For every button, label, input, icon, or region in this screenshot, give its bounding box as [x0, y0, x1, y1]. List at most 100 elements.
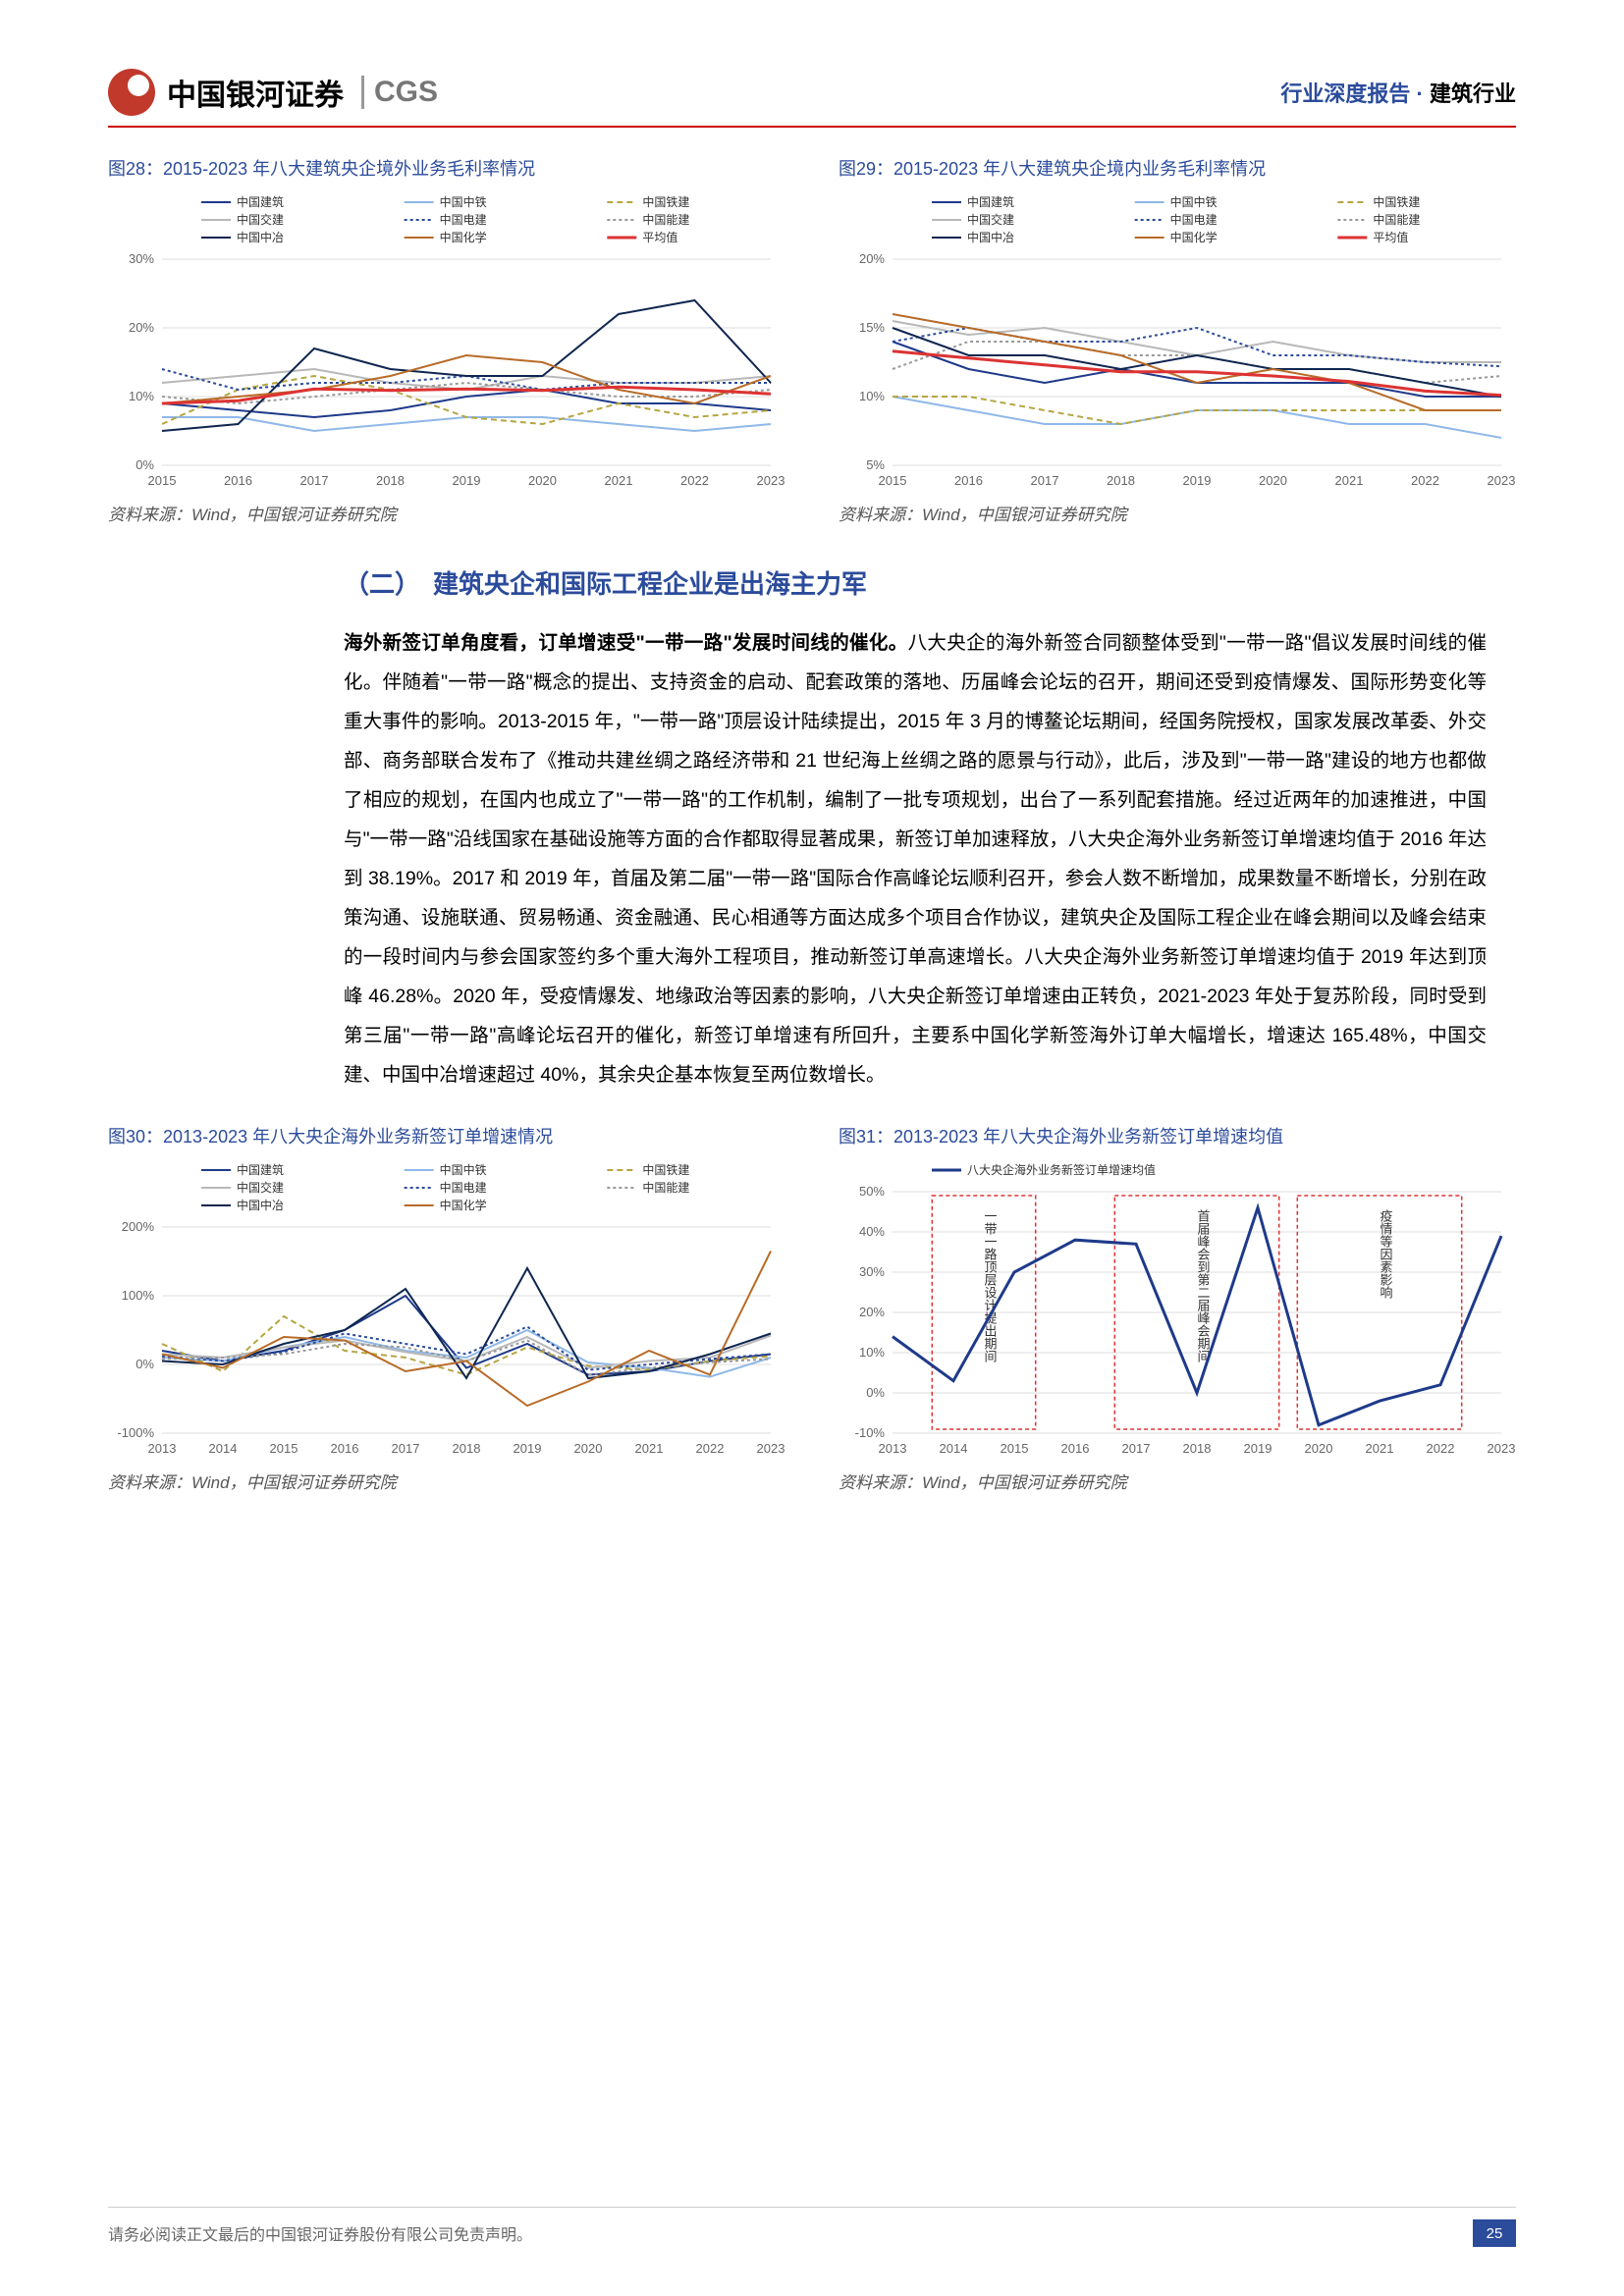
chart-28-title: 图28：2015-2023 年八大建筑央企境外业务毛利率情况: [108, 155, 785, 181]
svg-text:2019: 2019: [514, 1441, 542, 1456]
svg-text:中国能建: 中国能建: [642, 212, 689, 227]
logo-block: 中国银河证券 CGS: [108, 69, 438, 116]
svg-text:2014: 2014: [940, 1441, 968, 1456]
svg-text:10%: 10%: [859, 389, 885, 403]
svg-text:中国电建: 中国电建: [440, 212, 487, 227]
svg-text:中国能建: 中国能建: [642, 1180, 689, 1195]
svg-text:2015: 2015: [879, 473, 907, 488]
svg-text:20%: 20%: [859, 1305, 885, 1319]
svg-text:中国铁建: 中国铁建: [642, 194, 689, 209]
svg-text:2019: 2019: [1244, 1441, 1272, 1456]
svg-text:2013: 2013: [879, 1441, 907, 1456]
svg-text:-100%: -100%: [117, 1425, 154, 1440]
svg-text:0%: 0%: [135, 457, 154, 472]
svg-text:2017: 2017: [1122, 1441, 1151, 1456]
svg-text:2021: 2021: [605, 473, 633, 488]
svg-text:2018: 2018: [376, 473, 405, 488]
page-footer: 请务必阅读正文最后的中国银河证券股份有限公司免责声明。 25: [108, 2219, 1516, 2247]
svg-text:2015: 2015: [270, 1441, 298, 1456]
chart-29-title: 图29：2015-2023 年八大建筑央企境内业务毛利率情况: [839, 155, 1516, 181]
svg-text:2023: 2023: [757, 473, 785, 488]
svg-text:一带一路顶层设计提出期间: 一带一路顶层设计提出期间: [983, 1209, 998, 1362]
svg-text:2014: 2014: [209, 1441, 238, 1456]
chart-30: -100%0%100%200%2013201420152016201720182…: [108, 1156, 785, 1461]
svg-text:2015: 2015: [1001, 1441, 1029, 1456]
chart-29-panel: 图29：2015-2023 年八大建筑央企境内业务毛利率情况 5%10%15%2…: [839, 155, 1516, 525]
svg-text:中国交建: 中国交建: [967, 212, 1014, 227]
chart-30-source: 资料来源：Wind，中国银河证券研究院: [108, 1468, 785, 1493]
svg-text:中国交建: 中国交建: [237, 1180, 284, 1195]
svg-text:20%: 20%: [859, 251, 885, 266]
svg-text:10%: 10%: [859, 1345, 885, 1360]
svg-text:2016: 2016: [331, 1441, 359, 1456]
svg-text:2015: 2015: [148, 473, 177, 488]
svg-text:2023: 2023: [1488, 1441, 1516, 1456]
report-sector: 建筑行业: [1430, 81, 1516, 106]
svg-text:中国化学: 中国化学: [1170, 230, 1218, 244]
company-name-cn: 中国银河证券: [167, 71, 344, 114]
svg-text:-10%: -10%: [855, 1425, 886, 1440]
svg-text:2020: 2020: [574, 1441, 603, 1456]
svg-text:20%: 20%: [129, 320, 154, 335]
svg-text:2018: 2018: [1107, 473, 1135, 488]
svg-text:中国能建: 中国能建: [1373, 212, 1420, 227]
svg-text:中国电建: 中国电建: [1170, 212, 1218, 227]
svg-text:15%: 15%: [859, 320, 885, 335]
body-rest: 八大央企的海外新签合同额整体受到"一带一路"倡议发展时间线的催化。伴随着"一带一…: [344, 632, 1487, 1086]
chart-30-panel: 图30：2013-2023 年八大央企海外业务新签订单增速情况 -100% 0% 1…: [108, 1123, 785, 1493]
svg-text:中国中冶: 中国中冶: [237, 1198, 284, 1212]
svg-text:中国铁建: 中国铁建: [642, 1162, 689, 1177]
svg-text:平均值: 平均值: [642, 230, 677, 244]
svg-text:首届峰会到第二届峰会期间: 首届峰会到第二届峰会期间: [1196, 1209, 1211, 1362]
svg-text:2018: 2018: [453, 1441, 481, 1456]
svg-text:2016: 2016: [224, 473, 252, 488]
svg-text:40%: 40%: [859, 1224, 885, 1239]
chart-28-source: 资料来源：Wind，中国银河证券研究院: [108, 501, 785, 525]
body-lead: 海外新签订单角度看，订单增速受"一带一路"发展时间线的催化。: [344, 632, 908, 654]
svg-text:中国中铁: 中国中铁: [1170, 194, 1218, 209]
svg-text:30%: 30%: [129, 251, 154, 266]
svg-text:50%: 50%: [859, 1184, 885, 1199]
svg-text:2021: 2021: [1366, 1441, 1394, 1456]
svg-text:100%: 100%: [122, 1288, 155, 1303]
chart-29: 5%10%15%20%20152016201720182019202020212…: [839, 188, 1516, 493]
svg-text:中国建筑: 中国建筑: [967, 194, 1014, 209]
svg-text:疫情等因素影响: 疫情等因素影响: [1379, 1208, 1393, 1299]
svg-text:中国电建: 中国电建: [440, 1180, 487, 1195]
svg-text:2017: 2017: [1031, 473, 1059, 488]
svg-text:2019: 2019: [453, 473, 481, 488]
svg-text:2016: 2016: [1061, 1441, 1090, 1456]
svg-text:2020: 2020: [1259, 473, 1287, 488]
svg-text:2022: 2022: [696, 1441, 725, 1456]
svg-text:2020: 2020: [1305, 1441, 1333, 1456]
svg-text:中国铁建: 中国铁建: [1373, 194, 1420, 209]
svg-text:2022: 2022: [1427, 1441, 1455, 1456]
svg-text:2013: 2013: [148, 1441, 177, 1456]
svg-text:2019: 2019: [1183, 473, 1212, 488]
svg-text:中国建筑: 中国建筑: [237, 1162, 284, 1177]
chart-28-panel: 图28：2015-2023 年八大建筑央企境外业务毛利率情况 0% 10% 20% 3…: [108, 155, 785, 525]
chart-31-source: 资料来源：Wind，中国银河证券研究院: [839, 1468, 1516, 1493]
svg-text:30%: 30%: [859, 1264, 885, 1279]
svg-text:200%: 200%: [122, 1219, 155, 1234]
footer-disclaimer: 请务必阅读正文最后的中国银河证券股份有限公司免责声明。: [108, 2221, 532, 2245]
svg-text:中国中冶: 中国中冶: [967, 230, 1014, 244]
chart-31: -10% 0% 10% 20% 30% 40% 50% 2013 2014 2015 2016 201…: [839, 1156, 1516, 1461]
svg-text:2016: 2016: [954, 473, 983, 488]
section-heading: （二） 建筑央企和国际工程企业是出海主力军: [344, 564, 1516, 601]
svg-text:中国中铁: 中国中铁: [440, 194, 487, 209]
footer-rule: [108, 2207, 1516, 2208]
svg-text:0%: 0%: [866, 1385, 885, 1400]
chart-30-title: 图30：2013-2023 年八大央企海外业务新签订单增速情况: [108, 1123, 785, 1148]
svg-text:中国化学: 中国化学: [440, 1198, 487, 1212]
svg-text:2017: 2017: [300, 473, 329, 488]
report-category: 行业深度报告: [1280, 81, 1410, 106]
body-paragraph: 海外新签订单角度看，订单增速受"一带一路"发展时间线的催化。八大央企的海外新签合…: [344, 624, 1487, 1095]
svg-text:0%: 0%: [135, 1357, 154, 1371]
chart-28: 0%10%20%30%20152016201720182019202020212…: [108, 188, 785, 493]
svg-text:10%: 10%: [129, 389, 154, 403]
svg-text:八大央企海外业务新签订单增速均值: 八大央企海外业务新签订单增速均值: [967, 1162, 1156, 1177]
page-number: 25: [1473, 2219, 1516, 2247]
header-category: 行业深度报告 · 建筑行业: [1280, 77, 1516, 108]
chart-31-panel: 图31：2013-2023 年八大央企海外业务新签订单增速均值 -10%0%10…: [839, 1123, 1516, 1493]
